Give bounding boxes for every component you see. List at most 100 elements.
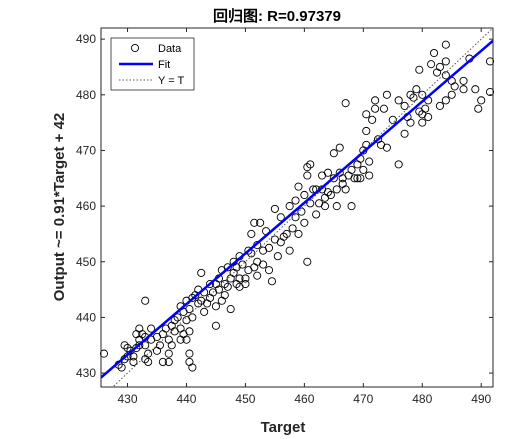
data-point (241, 279, 250, 289)
data-point (273, 252, 282, 261)
data-point (294, 229, 303, 238)
data-point (427, 60, 436, 69)
data-point (206, 279, 215, 289)
data-point (347, 202, 356, 211)
x-tick-label: 430 (118, 392, 138, 406)
y-tick-label: 430 (76, 366, 96, 380)
data-point (223, 263, 232, 272)
data-point (335, 143, 344, 152)
data-point (188, 293, 197, 302)
data-point (185, 327, 194, 336)
data-point (356, 174, 365, 183)
data-point (297, 207, 306, 216)
y-tick-label: 480 (76, 88, 96, 102)
chart-title: 回归图: R=0.97379 (213, 7, 341, 25)
identity-line (112, 28, 493, 387)
data-point (253, 271, 262, 280)
data-point (418, 90, 427, 99)
data-point (350, 174, 359, 183)
data-point (412, 85, 421, 94)
data-point (332, 202, 341, 211)
data-point (341, 185, 350, 194)
data-point (371, 96, 380, 105)
data-point (291, 196, 300, 205)
data-point (477, 96, 486, 105)
data-point (135, 341, 144, 350)
data-point (332, 185, 341, 194)
data-point (341, 99, 350, 108)
x-tick-label: 460 (294, 392, 314, 406)
data-point (312, 210, 321, 219)
data-point (394, 96, 403, 105)
data-point (211, 302, 220, 311)
data-point (167, 341, 176, 350)
data-point (303, 171, 312, 180)
data-point (138, 330, 147, 339)
data-point (155, 341, 164, 350)
x-tick-label: 470 (353, 392, 373, 406)
legend-label: Data (158, 43, 182, 55)
legend-label: Fit (158, 59, 170, 71)
data-point (220, 291, 229, 300)
data-point (250, 218, 259, 227)
data-point (303, 257, 312, 266)
data-point (415, 65, 424, 74)
data-point (459, 85, 468, 94)
data-point (194, 299, 203, 308)
data-point (270, 204, 279, 213)
data-point (141, 341, 150, 350)
data-point (430, 48, 439, 58)
data-point (326, 190, 335, 200)
fit-line (101, 39, 493, 379)
data-point (235, 274, 244, 283)
data-point (238, 260, 247, 269)
data-point (244, 246, 253, 255)
data-point (147, 324, 156, 333)
data-point (441, 96, 450, 105)
data-point (158, 357, 167, 367)
data-point (471, 85, 480, 94)
data-point (288, 224, 297, 233)
data-point (241, 274, 250, 283)
x-tick-label: 440 (176, 392, 196, 406)
data-point (320, 202, 330, 211)
data-point (406, 118, 415, 127)
data-point (435, 101, 444, 110)
y-tick-label: 440 (76, 310, 96, 324)
data-point (329, 149, 338, 158)
data-point (264, 243, 274, 252)
data-point (223, 282, 232, 291)
data-point (309, 185, 318, 194)
data-point (129, 357, 138, 367)
data-point (441, 40, 450, 49)
data-point (382, 143, 391, 152)
data-point (365, 157, 374, 166)
y-tick-label: 450 (76, 255, 96, 269)
data-point (368, 115, 377, 124)
data-point (164, 357, 173, 367)
data-point (129, 352, 138, 361)
data-point (226, 305, 235, 314)
data-point (285, 246, 294, 255)
data-point (99, 349, 108, 358)
data-point (164, 349, 173, 358)
data-point (294, 182, 303, 191)
data-point (144, 357, 153, 367)
data-point (117, 363, 126, 372)
y-tick-label: 490 (76, 32, 96, 46)
x-tick-label: 450 (235, 392, 255, 406)
data-point (282, 229, 291, 238)
data-point (267, 277, 276, 286)
data-point (323, 188, 332, 197)
data-point (379, 104, 388, 113)
data-point (323, 168, 332, 177)
x-axis-label: Target (261, 419, 306, 436)
data-point (418, 118, 427, 127)
y-tick-label: 470 (76, 143, 96, 157)
legend-marker-data (130, 43, 140, 53)
data-point (424, 113, 433, 122)
data-point (486, 57, 495, 66)
y-tick-label: 460 (76, 199, 96, 213)
data-point (173, 313, 182, 322)
